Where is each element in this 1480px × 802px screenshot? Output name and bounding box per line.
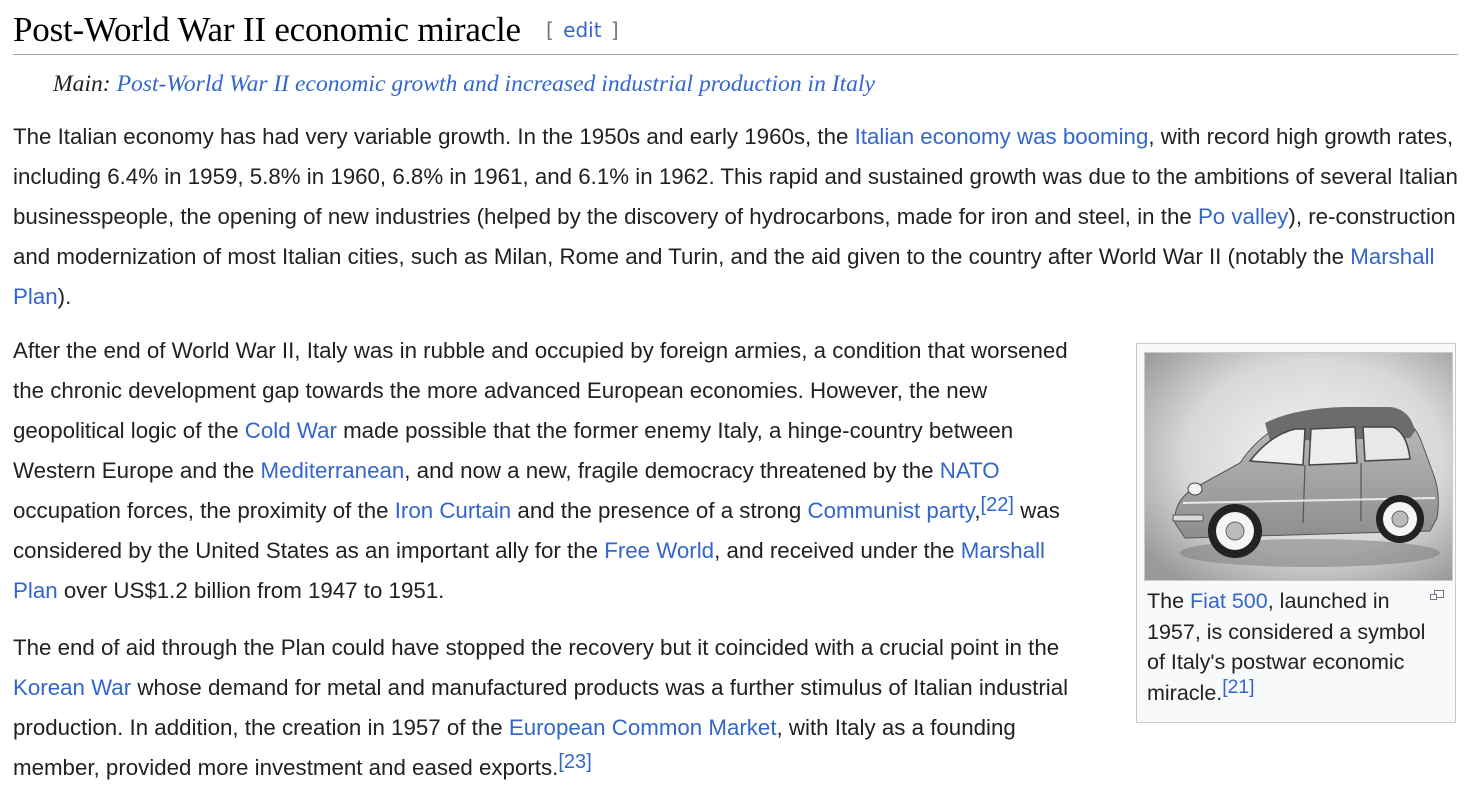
text: whose demand for metal and manufactured … bbox=[13, 675, 1069, 740]
figure-caption: The Fiat 500, launched in 1957, is consi… bbox=[1147, 586, 1445, 708]
link-mediterranean[interactable]: Mediterranean bbox=[260, 458, 405, 483]
link-po-valley[interactable]: Po valley bbox=[1197, 204, 1289, 229]
text: over US$1.2 billion from 1947 to 1951. bbox=[57, 578, 445, 603]
text: made possible that the former enemy Ital… bbox=[13, 418, 1014, 483]
text: , and received under the bbox=[714, 538, 961, 563]
text: The bbox=[1147, 589, 1191, 613]
paragraph-3: The end of aid through the Plan could ha… bbox=[13, 628, 1095, 788]
paragraph-2: After the end of World War II, Italy was… bbox=[13, 331, 1095, 611]
edit-bracket-open: [ bbox=[545, 18, 554, 42]
link-cold-war[interactable]: Cold War bbox=[244, 418, 337, 443]
enlarge-icon bbox=[1430, 590, 1444, 600]
text: After the end of World War II, Italy was… bbox=[13, 338, 1068, 443]
text: ), re-construction and modernization of … bbox=[13, 204, 1456, 269]
hatnote-prefix: Main: bbox=[53, 71, 117, 97]
section-heading: Post-World War II economic miracle [ edi… bbox=[13, 8, 1458, 55]
text: The end of aid through the Plan could ha… bbox=[13, 635, 1060, 660]
link-european-common-market[interactable]: European Common Market bbox=[508, 715, 777, 740]
reference-21[interactable]: [21] bbox=[1222, 675, 1255, 698]
text: , launched in 1957, is considered a symb… bbox=[1147, 589, 1426, 705]
link-marshall-plan-2[interactable]: Marshall Plan bbox=[13, 538, 1046, 603]
edit-bracket-close: ] bbox=[610, 18, 619, 42]
text: The Italian economy has had very variabl… bbox=[13, 124, 855, 149]
text: was considered by the United States as a… bbox=[13, 498, 1060, 563]
reference-23[interactable]: [23] bbox=[558, 751, 592, 773]
link-fiat-500[interactable]: Fiat 500 bbox=[1190, 589, 1268, 613]
reference-22[interactable]: [22] bbox=[980, 494, 1015, 516]
text: , with Italy as a founding member, provi… bbox=[13, 715, 1016, 780]
edit-section-link: [ edit ] bbox=[546, 18, 619, 42]
link-marshall-plan[interactable]: Marshall Plan bbox=[13, 244, 1435, 309]
section-title: Post-World War II economic miracle bbox=[13, 10, 521, 49]
link-communist-party[interactable]: Communist party bbox=[807, 498, 975, 523]
link-iron-curtain[interactable]: Iron Curtain bbox=[394, 498, 512, 523]
link-korean-war[interactable]: Korean War bbox=[13, 675, 132, 700]
edit-link[interactable]: edit bbox=[563, 18, 602, 42]
text: and the presence of a strong bbox=[511, 498, 808, 523]
text: , bbox=[974, 498, 981, 523]
link-free-world[interactable]: Free World bbox=[604, 538, 715, 563]
text: ). bbox=[57, 284, 72, 309]
fiat-500-photo[interactable] bbox=[1144, 352, 1453, 581]
hatnote-main-link[interactable]: Post-World War II economic growth and in… bbox=[116, 71, 876, 97]
figure-thumbnail: The Fiat 500, launched in 1957, is consi… bbox=[1136, 343, 1456, 723]
link-italian-economy[interactable]: Italian economy was booming bbox=[854, 124, 1149, 149]
hatnote-main: Main: Post-World War II economic growth … bbox=[53, 67, 875, 101]
magnify-clip-icon[interactable] bbox=[1429, 588, 1445, 602]
fiat-500-photo-drawing bbox=[1145, 353, 1452, 580]
paragraph-1: The Italian economy has had very variabl… bbox=[13, 117, 1461, 317]
text: , and now a new, fragile democracy threa… bbox=[404, 458, 940, 483]
text: occupation forces, the proximity of the bbox=[13, 498, 395, 523]
text: , with record high growth rates, includi… bbox=[13, 124, 1458, 229]
link-nato[interactable]: NATO bbox=[939, 458, 1000, 483]
